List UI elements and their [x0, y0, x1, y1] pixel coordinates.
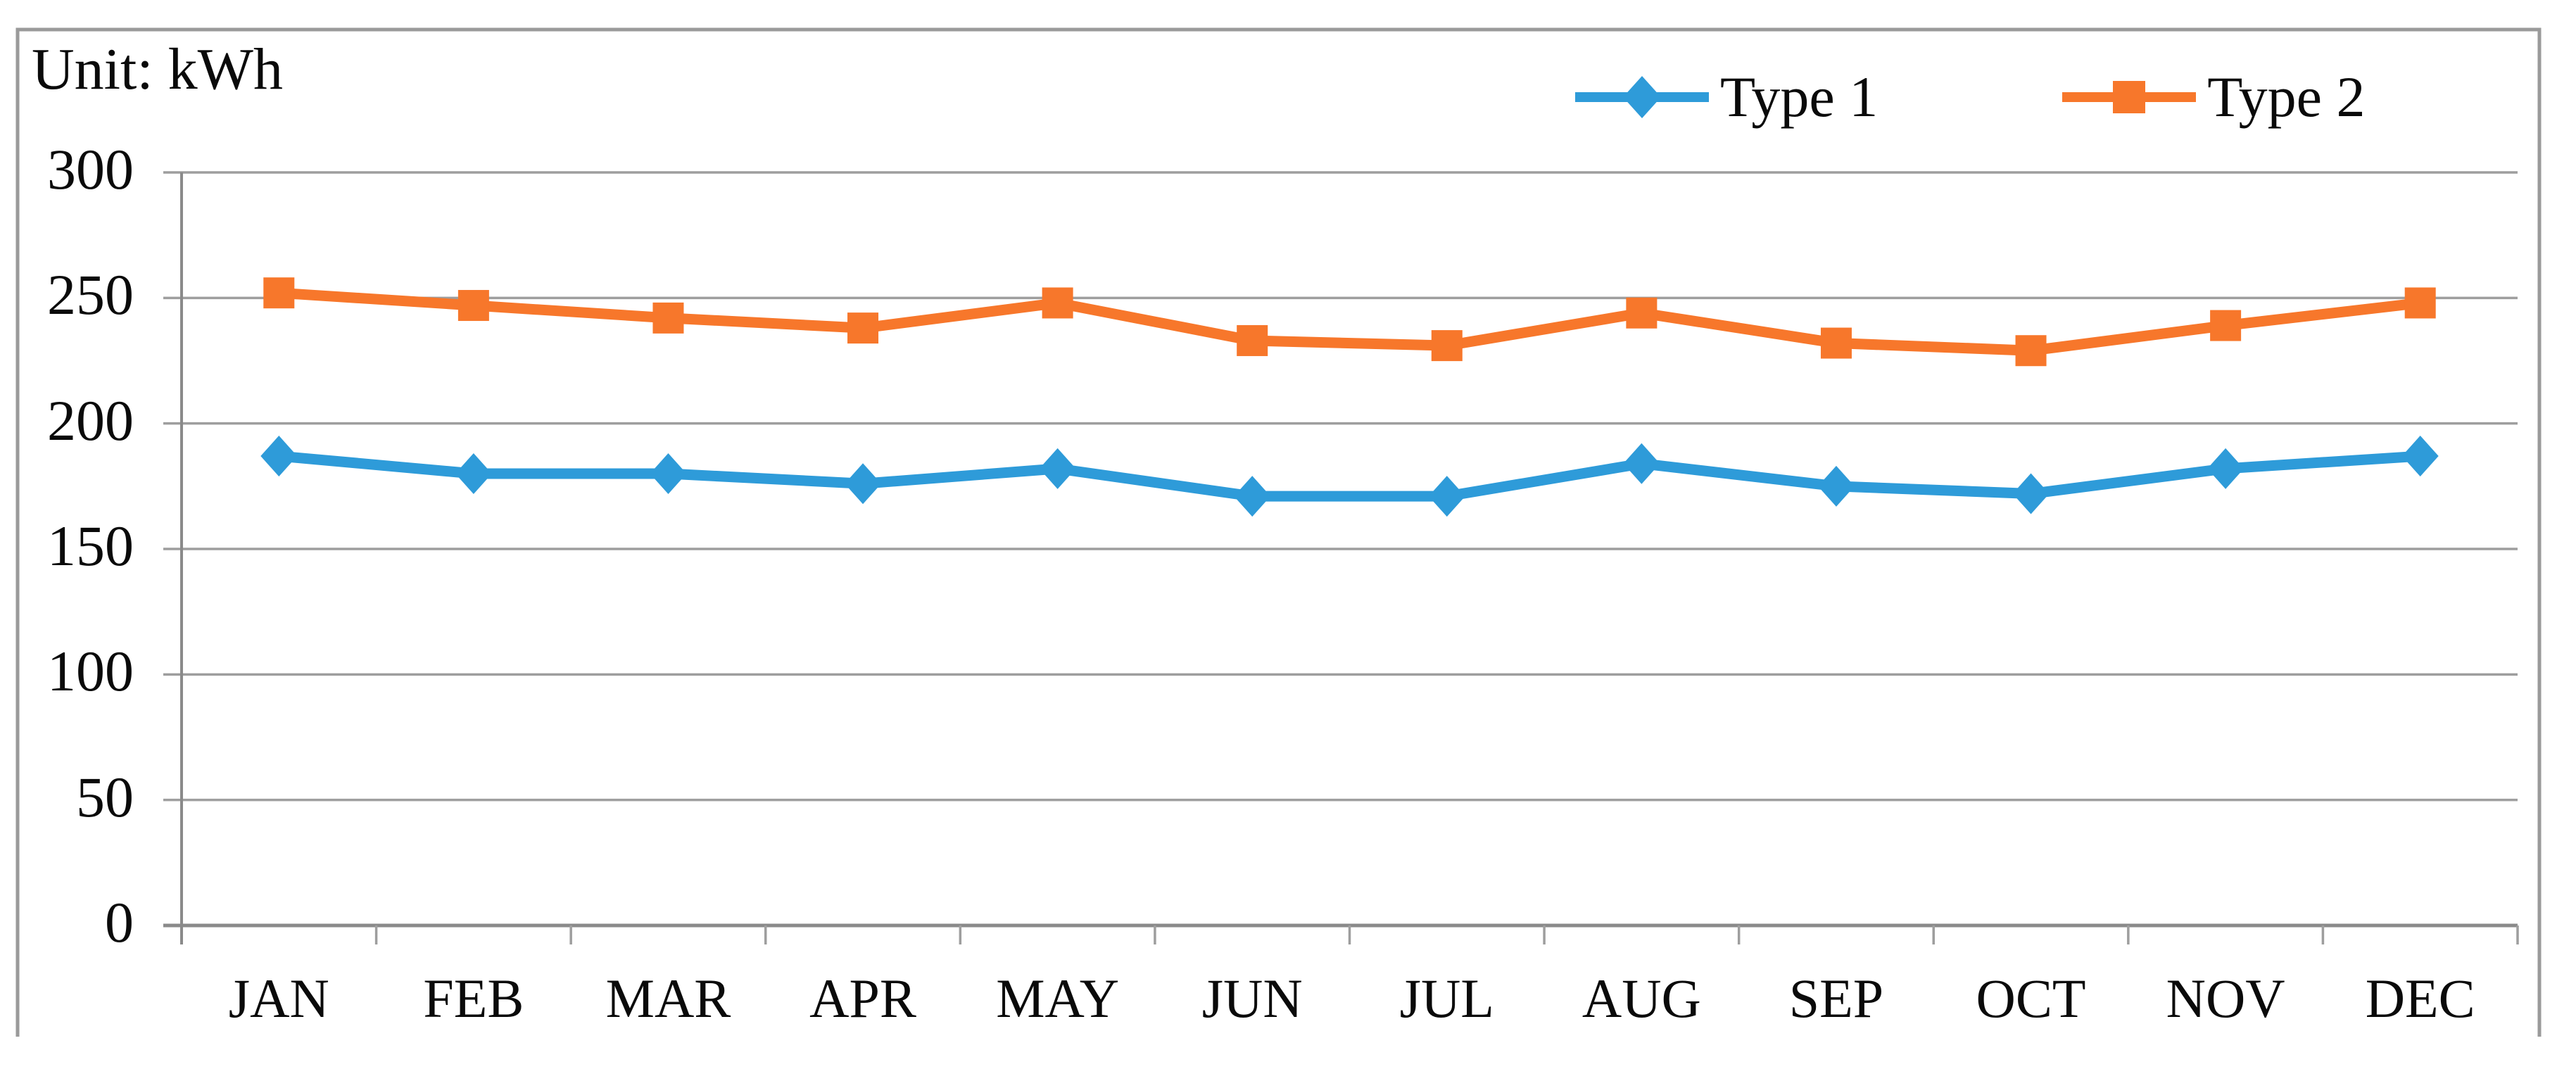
data-point-type-1-oct — [2012, 473, 2050, 514]
chart-border-group — [15, 27, 2542, 1037]
data-point-type-1-nov — [2207, 448, 2244, 489]
data-point-type-2-dec — [2404, 287, 2436, 319]
x-axis-label-mar: MAR — [605, 968, 731, 1029]
legend-label-type1: Type 1 — [1720, 65, 1879, 129]
x-axis-label-aug: AUG — [1581, 968, 1701, 1029]
x-axis-label-nov: NOV — [2166, 968, 2285, 1029]
gridlines-group — [163, 171, 2518, 928]
axes-group — [180, 172, 2519, 944]
x-axis-label-may: MAY — [996, 968, 1120, 1029]
data-point-type-1-dec — [2401, 436, 2439, 477]
data-point-type-2-feb — [457, 290, 489, 322]
y-axis-label-150: 150 — [47, 514, 134, 579]
data-point-type-1-jul — [1428, 476, 1465, 517]
y-axis-label-50: 50 — [76, 764, 134, 829]
x-axis-label-jun: JUN — [1201, 968, 1303, 1029]
y-axis-label-100: 100 — [47, 639, 134, 704]
data-point-type-2-sep — [1820, 327, 1852, 359]
data-point-type-2-nov — [2210, 310, 2242, 341]
legend-item-type1: Type 1 — [1575, 65, 1878, 129]
data-point-type-2-jul — [1431, 330, 1463, 362]
x-axis-label-jan: JAN — [228, 968, 329, 1029]
data-point-type-1-mar — [650, 453, 687, 494]
legend-marker-type2-square-icon — [2062, 65, 2197, 129]
data-point-type-2-apr — [847, 312, 879, 344]
data-point-type-1-may — [1039, 448, 1076, 489]
y-axis-label-200: 200 — [47, 388, 134, 453]
data-point-type-1-feb — [455, 453, 492, 494]
y-axis-label-0: 0 — [105, 890, 134, 955]
legend-item-type2: Type 2 — [2062, 65, 2366, 129]
data-point-type-2-mar — [652, 302, 684, 334]
series-type-1 — [260, 436, 2439, 517]
unit-label: Unit: kWh — [32, 37, 283, 102]
data-point-type-2-oct — [2015, 335, 2047, 367]
data-point-type-1-aug — [1623, 443, 1660, 484]
y-axis-label-250: 250 — [47, 263, 134, 327]
data-point-type-2-jun — [1237, 324, 1268, 356]
legend-marker-type1-diamond-icon — [1575, 65, 1709, 129]
x-axis-label-feb: FEB — [423, 968, 524, 1029]
legend-label-type2: Type 2 — [2207, 65, 2366, 129]
x-axis-label-dec: DEC — [2365, 968, 2475, 1029]
data-point-type-1-jun — [1234, 476, 1271, 517]
y-axis-label-300: 300 — [47, 137, 134, 202]
series-type-2 — [263, 277, 2436, 367]
data-point-type-2-aug — [1626, 297, 1658, 329]
data-point-type-1-sep — [1817, 465, 1855, 507]
x-axis-label-jul: JUL — [1399, 968, 1494, 1029]
data-point-type-2-jan — [263, 277, 295, 309]
legend: Type 1 Type 2 — [1575, 65, 2366, 129]
data-point-type-2-may — [1042, 287, 1073, 319]
data-point-type-1-jan — [260, 436, 298, 477]
x-axis-label-oct: OCT — [1976, 968, 2086, 1029]
series-group — [260, 277, 2439, 517]
x-axis-label-apr: APR — [809, 968, 916, 1029]
data-point-type-1-apr — [845, 463, 882, 505]
x-axis-label-sep: SEP — [1788, 968, 1884, 1029]
